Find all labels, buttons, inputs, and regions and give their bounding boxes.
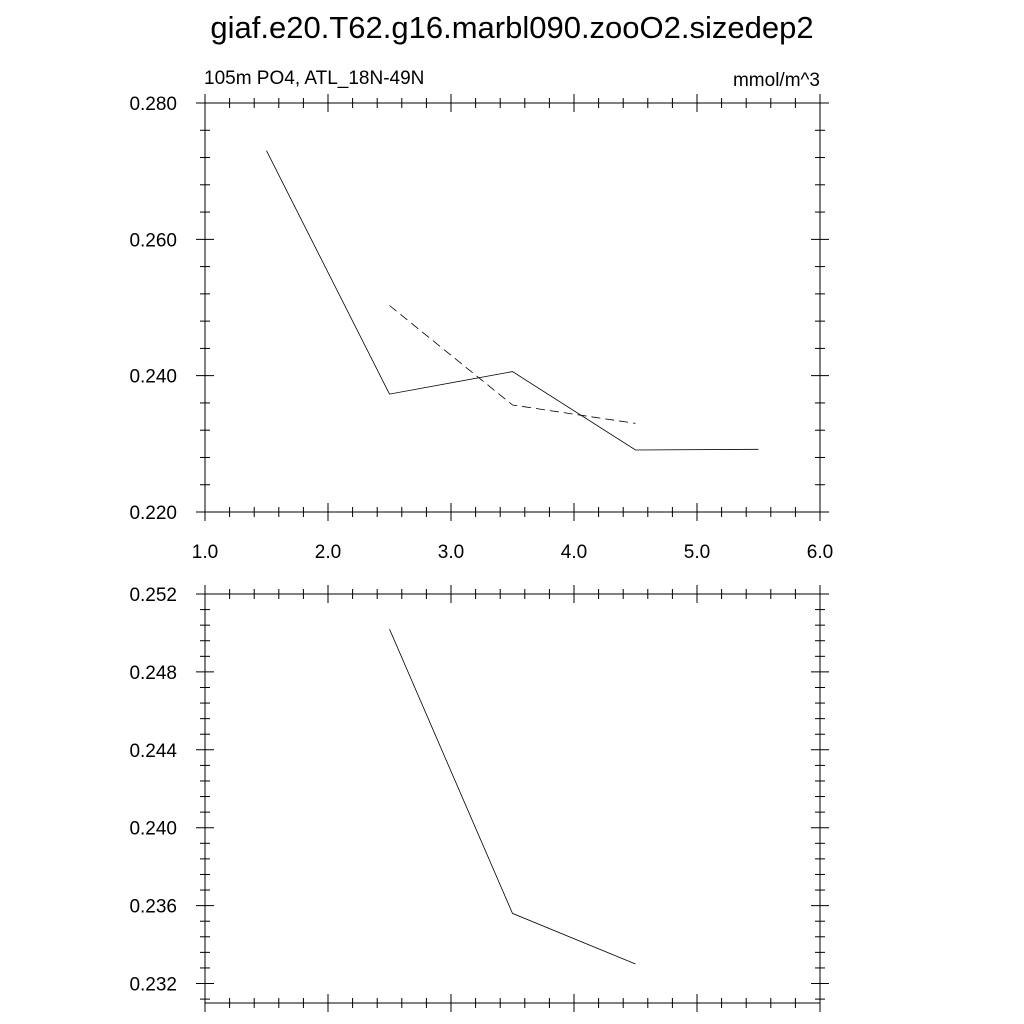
x-tick-label: 6.0 — [807, 542, 833, 563]
chart-title: giaf.e20.T62.g16.marbl090.zooO2.sizedep2 — [210, 10, 813, 45]
panel-1-units-label: mmol/m^3 — [733, 70, 820, 91]
bottom-plot-panel: 0.232 0.236 0.240 0.244 0.248 0.252 — [129, 585, 829, 1012]
plot-frame — [204, 102, 821, 513]
series-line-solid — [389, 628, 636, 965]
y-tick-label: 0.244 — [129, 741, 177, 762]
y-tick-label: 0.240 — [129, 367, 177, 388]
x-tick-label: 3.0 — [438, 542, 464, 563]
top-plot-panel: 1.0 2.0 3.0 4.0 5.0 6.0 0.220 0.240 0.260 0.280 — [129, 94, 833, 563]
y-tick-label: 0.260 — [129, 230, 177, 251]
y-tick-label: 0.220 — [129, 503, 177, 524]
y-tick-label: 0.280 — [129, 94, 177, 115]
y-tick-label: 0.252 — [129, 585, 177, 606]
y-tick-label: 0.232 — [129, 975, 177, 996]
y-tick-label: 0.240 — [129, 819, 177, 840]
x-tick-label: 1.0 — [192, 542, 218, 563]
x-tick-label: 4.0 — [561, 542, 587, 563]
y-tick-label: 0.236 — [129, 897, 177, 918]
series-line-solid — [266, 150, 759, 451]
panel-1-left-label: 105m PO4, ATL_18N-49N — [204, 68, 424, 89]
x-tick-label: 2.0 — [315, 542, 341, 563]
x-tick-label: 5.0 — [684, 542, 710, 563]
series-line-dashed — [389, 305, 636, 424]
plot-frame — [204, 593, 821, 1004]
y-tick-label: 0.248 — [129, 663, 177, 684]
